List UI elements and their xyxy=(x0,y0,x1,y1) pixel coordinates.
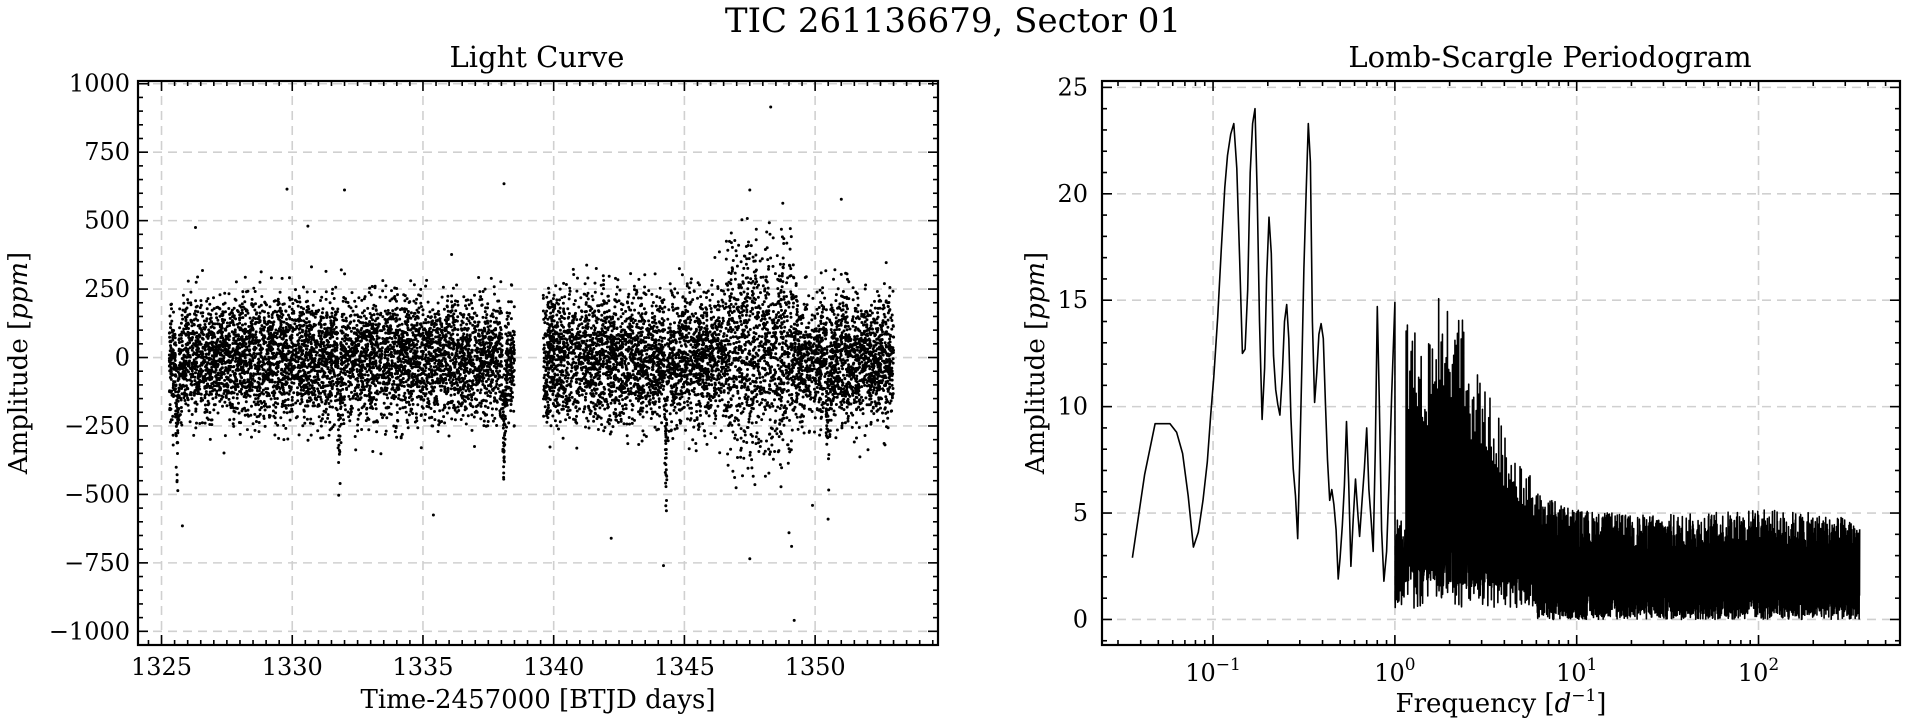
periodogram-ylabel: Amplitude [ppm] xyxy=(1021,252,1051,475)
lc-point-cloud xyxy=(167,105,896,622)
periodogram-xtick-labels: 10−1 100 101 102 xyxy=(1185,655,1779,687)
periodogram-xlabel-suffix: ] xyxy=(1596,689,1606,719)
ps-xtick-base-1: 10 xyxy=(1374,659,1405,687)
ps-xtick-exp-0: −1 xyxy=(1216,655,1241,675)
periodogram-xlabel: Frequency [d−1] xyxy=(1396,686,1607,719)
lc-ytick-label-5: 250 xyxy=(84,275,130,303)
ps-ytick-label-0: 0 xyxy=(1073,605,1088,633)
ps-xtick-label-3: 102 xyxy=(1738,655,1779,687)
periodogram-ylabel-suffix: ] xyxy=(1021,252,1051,262)
light-curve-axes-frame xyxy=(136,79,940,647)
ps-xtick-base-3: 10 xyxy=(1738,659,1769,687)
light-curve-xtick-labels: 1325 1330 1335 1340 1345 1350 xyxy=(131,653,846,681)
lc-ytick-label-7: 750 xyxy=(84,138,130,166)
lc-ytick-label-3: −250 xyxy=(64,412,130,440)
lc-xtick-label-1: 1330 xyxy=(262,653,323,681)
periodogram-line xyxy=(1131,107,1861,621)
ps-ytick-label-1: 5 xyxy=(1073,499,1088,527)
periodogram-xlabel-prefix: Frequency [ xyxy=(1396,689,1555,719)
ps-ytick-label-3: 15 xyxy=(1057,286,1088,314)
light-curve-xlabel: Time-2457000 [BTJD days] xyxy=(361,685,716,715)
light-curve-ylabel-suffix: ] xyxy=(4,252,34,262)
ps-xtick-exp-1: 0 xyxy=(1405,655,1416,675)
ps-xtick-base-2: 10 xyxy=(1556,659,1587,687)
ps-xtick-label-0: 10−1 xyxy=(1185,655,1241,687)
light-curve-ylabel: Amplitude [ppm] xyxy=(4,252,34,475)
periodogram-ylabel-unit: ppm xyxy=(1021,262,1051,320)
periodogram-xlabel-var: d xyxy=(1555,689,1572,719)
ps-xtick-base-0: 10 xyxy=(1185,659,1216,687)
lc-xtick-label-2: 1335 xyxy=(392,653,453,681)
light-curve-title: Light Curve xyxy=(450,40,625,74)
ps-ytick-label-2: 10 xyxy=(1057,393,1088,421)
periodogram-axes-frame xyxy=(1100,79,1902,647)
lc-ytick-label-0: −1000 xyxy=(49,617,130,645)
light-curve-ytick-labels: −1000 −750 −500 −250 0 250 500 750 1000 xyxy=(49,70,130,646)
lc-ytick-label-1: −750 xyxy=(64,549,130,577)
ps-xtick-label-1: 100 xyxy=(1374,655,1415,687)
lc-xtick-label-3: 1340 xyxy=(523,653,584,681)
ps-ytick-label-4: 20 xyxy=(1057,180,1088,208)
lc-ytick-label-4: 0 xyxy=(115,344,130,372)
ps-ytick-label-5: 25 xyxy=(1057,73,1088,101)
lc-xtick-label-5: 1350 xyxy=(785,653,846,681)
lc-ytick-label-8: 1000 xyxy=(69,70,130,98)
light-curve-ylabel-prefix: Amplitude [ xyxy=(4,320,34,475)
ps-xtick-label-2: 101 xyxy=(1556,655,1597,687)
lc-xtick-label-4: 1345 xyxy=(654,653,715,681)
ps-xtick-exp-3: 2 xyxy=(1768,655,1779,675)
periodogram-panel: Lomb-Scargle Periodogram 10−1 100 101 102 0… xyxy=(1021,40,1902,719)
figure-title: TIC 261136679, Sector 01 xyxy=(725,1,1181,41)
lc-ytick-label-6: 500 xyxy=(84,207,130,235)
periodogram-xlabel-exp: −1 xyxy=(1571,686,1596,706)
light-curve-ylabel-unit: ppm xyxy=(4,262,34,320)
periodogram-ytick-labels: 0 5 10 15 20 25 xyxy=(1057,73,1088,633)
light-curve-panel: Light Curve 1325 1330 1335 1340 1345 1350 −10… xyxy=(4,40,940,715)
lc-ytick-label-2: −500 xyxy=(64,480,130,508)
periodogram-title: Lomb-Scargle Periodogram xyxy=(1348,40,1751,74)
lc-xtick-label-0: 1325 xyxy=(131,653,192,681)
periodogram-ylabel-prefix: Amplitude [ xyxy=(1021,320,1051,475)
light-curve-points xyxy=(167,105,896,622)
ps-xtick-exp-2: 1 xyxy=(1587,655,1598,675)
